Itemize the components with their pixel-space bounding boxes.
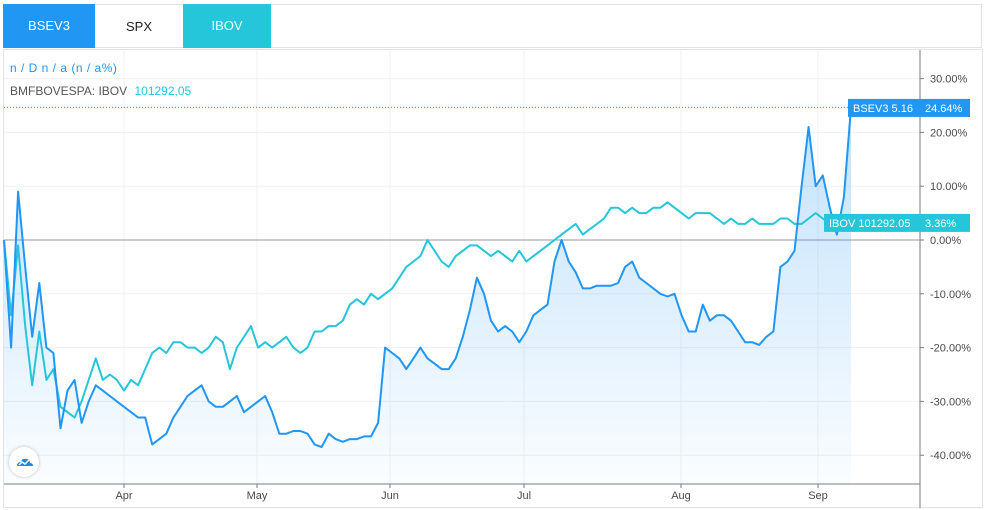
compare-value: 101292,05 xyxy=(134,84,192,98)
compare-symbol-label: BMFBOVESPA: IBOV xyxy=(10,84,128,98)
bsev3-price-tag-label: BSEV3 5.16 xyxy=(853,103,913,115)
ibov-price-tag-pct: 3.36% xyxy=(925,218,956,230)
ibov-series-line xyxy=(3,201,852,419)
bsev3-series-line xyxy=(3,107,852,449)
x-tick-label: Apr xyxy=(115,490,132,502)
symbol-tabs: BSEV3 SPX IBOV xyxy=(3,4,271,48)
x-tick-label: May xyxy=(247,490,268,502)
ibov-price-tag-pct-box xyxy=(920,213,970,232)
y-tick-label: 20.00% xyxy=(930,127,968,139)
y-tick-label: -30.00% xyxy=(930,396,971,408)
ibov-price-tag-label: IBOV 101292.05 xyxy=(829,218,910,230)
ibov-price-tag: IBOV 101292.05 3.36% xyxy=(824,213,970,232)
x-tick-label: Sep xyxy=(808,490,828,502)
main-legend: n / D n / a (n / a%) xyxy=(10,61,118,75)
ibov-price-tag-label-box xyxy=(824,213,920,232)
bsev3-price-tag-pct: 24.64% xyxy=(925,103,963,115)
bsev3-area xyxy=(4,107,851,485)
bsev3-price-tag: BSEV3 5.16 24.64% xyxy=(848,98,970,117)
y-tick-label: -40.00% xyxy=(930,450,971,462)
chart-frame xyxy=(3,49,983,508)
tab-bar xyxy=(263,4,982,48)
tab-ibov[interactable]: IBOV xyxy=(183,4,271,48)
y-tick-label: 10.00% xyxy=(930,181,968,193)
bsev3-price-tag-label-box xyxy=(848,98,920,117)
x-tick-label: Jun xyxy=(381,490,399,502)
x-tick-label: Jul xyxy=(517,490,531,502)
bsev3-price-tag-pct-box xyxy=(920,98,970,117)
x-tick-label: Aug xyxy=(671,490,691,502)
y-tick-label: -20.00% xyxy=(930,343,971,355)
tab-bsev3[interactable]: BSEV3 xyxy=(3,4,95,48)
y-tick-label: 30.00% xyxy=(930,74,968,86)
tradingview-logo-icon[interactable] xyxy=(9,447,39,477)
y-tick-label: 0.00% xyxy=(930,235,961,247)
y-tick-label: -10.00% xyxy=(930,289,971,301)
compare-legend: BMFBOVESPA: IBOV 101292,05 xyxy=(10,84,191,98)
tab-spx[interactable]: SPX xyxy=(95,4,183,48)
